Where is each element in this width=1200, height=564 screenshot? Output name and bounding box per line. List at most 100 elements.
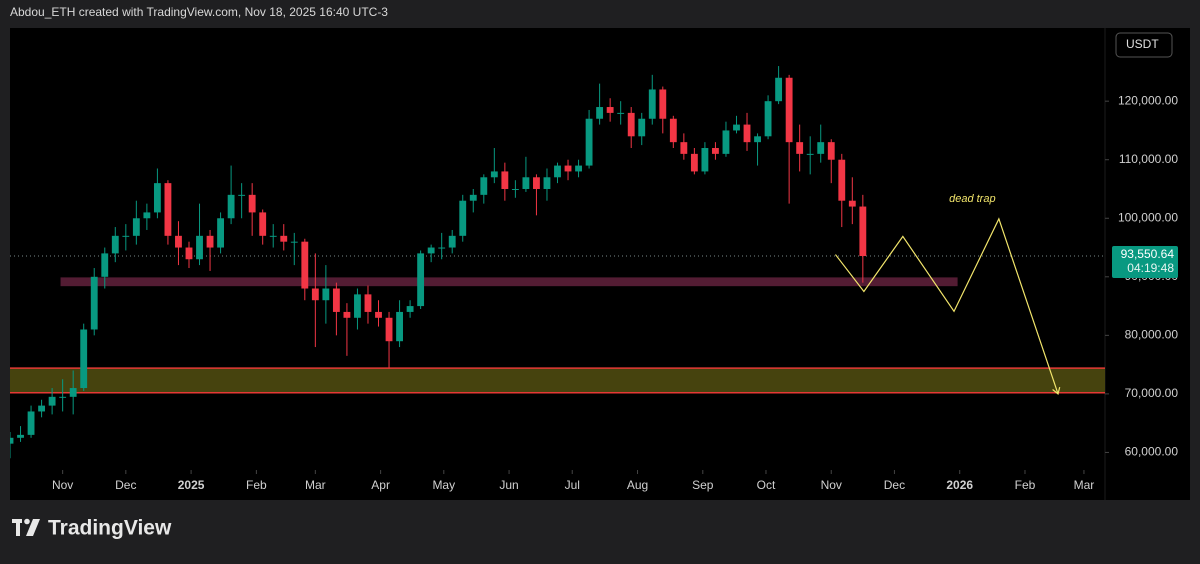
logo-part [16,519,20,536]
candle-body [511,188,519,190]
candle-body [406,306,414,312]
candle-body [269,235,277,237]
candle-body [122,235,130,237]
x-tick-label: Sep [692,478,714,492]
candle-body [90,276,98,330]
plot-content: dead trap [10,66,1105,459]
candle-body [311,288,319,301]
candle-body [838,159,846,201]
x-tick-label: Feb [1015,478,1036,492]
zone [60,277,958,287]
candle-body [606,107,614,113]
y-tick-label: 120,000.00 [1118,93,1178,107]
candle-body [322,288,330,301]
candle-body [733,124,740,131]
candle-body [290,241,298,243]
annotation: dead trap [949,193,995,205]
candle-body [469,194,477,201]
candle-body [248,194,256,213]
candle-body [648,89,656,119]
x-tick-label: Apr [371,478,390,492]
candle-body [533,177,540,189]
candle-body [164,183,172,236]
y-tick-label: 100,000.00 [1118,210,1178,224]
logo-part [26,519,40,536]
zone [10,368,1105,393]
candle-body [722,130,730,154]
x-tick-label: Jun [499,478,518,492]
candle-body [385,317,393,342]
x-tick-label: Nov [52,478,73,492]
header-text: Abdou_ETH created with TradingView.com, … [10,5,388,19]
x-tick-label: Feb [246,478,267,492]
price-label-box [1112,246,1178,279]
y-tick-label: 110,000.00 [1119,152,1178,166]
candle-body [848,200,856,207]
candle-body [522,177,530,189]
candle-body [185,247,193,260]
candle-body [554,165,561,178]
candle-body [617,112,625,114]
candle-body [438,247,446,249]
x-tick-label: Dec [884,478,905,492]
candle-body [659,89,667,119]
candle-body [48,396,56,406]
candle-body [153,183,161,213]
plot-area: dead trap [10,66,1105,459]
candle-body [785,77,793,143]
currency-button[interactable] [1115,32,1173,58]
price-label: 93,550.64 [1121,247,1175,261]
candle-body [575,165,582,172]
candle-body [259,212,267,236]
candle-body [10,437,14,444]
y-tick-label: 70,000.00 [1125,386,1179,400]
candle-body [701,148,709,172]
candle-body [217,218,224,248]
x-tick-label: Dec [115,478,136,492]
candle-body [175,235,182,248]
candle-body [17,434,24,438]
x-tick-label: 2026 [946,478,973,492]
candle-body [417,253,425,307]
candle-body [859,206,867,257]
candle-body [775,77,783,102]
candle-body [827,142,835,160]
candle-body [143,212,151,219]
candle-body [343,311,351,318]
x-tick-label: Mar [305,478,326,492]
candle-body [396,311,403,342]
candle-body [817,142,825,154]
x-tick-label: Aug [627,478,648,492]
candle-body [238,194,246,196]
candle-body [301,241,309,289]
tv-logo [12,518,40,536]
candle-body [690,153,698,172]
candle-body [627,112,635,137]
x-tick-label: 2025 [178,478,205,492]
candle-body [332,288,340,312]
candle-body [364,294,372,312]
candle-body [543,177,551,189]
candle-body [427,247,435,254]
candle-body [280,235,288,242]
x-tick-label: Mar [1074,478,1095,492]
candle-body [27,411,35,435]
candle-body [490,171,498,178]
x-tick-label: Jul [565,478,580,492]
candle-body [796,142,804,154]
logo-part [24,518,30,525]
candle-body [596,107,604,119]
candle-body [754,136,761,143]
countdown-label: 04:19:48 [1127,261,1174,275]
projection-path [834,217,1059,395]
x-tick-label: Oct [757,478,776,492]
candle-body [712,148,719,154]
candle-body [480,177,488,195]
candle-body [59,396,67,398]
brand-name: TradingView [48,517,172,540]
candle-body [638,118,646,137]
candle-body [448,235,456,248]
candle-body [669,118,677,143]
candle-body [69,388,77,397]
